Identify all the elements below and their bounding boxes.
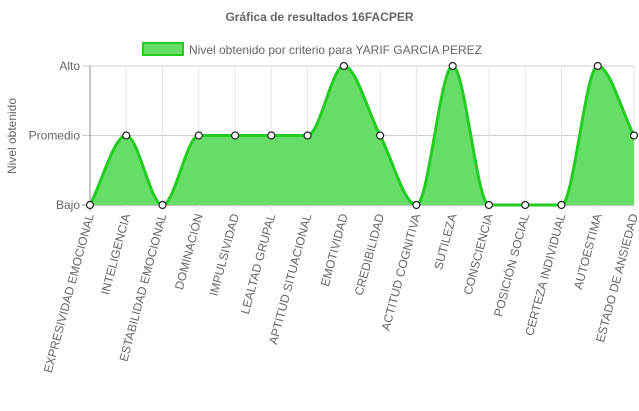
legend-swatch [142,42,184,56]
x-tick-label: DOMINACIÓN [171,212,206,291]
x-tick-label: LEALTAD GRUPAL [238,212,278,316]
x-tick-label: EMOTIVIDAD [318,212,351,288]
data-point[interactable] [412,200,421,210]
y-tick-label: Alto [59,59,80,73]
data-point[interactable] [521,200,530,210]
data-point[interactable] [448,61,457,71]
area-fill [90,66,634,205]
y-tick-labels: Bajo Promedio Alto [29,59,81,212]
x-tick-label: POSICIÓN SOCIAL [490,212,532,319]
data-point[interactable] [158,200,167,210]
y-tick-label: Bajo [56,198,80,212]
chart-title: Gráfica de resultados 16FACPER [225,10,413,24]
data-point[interactable] [376,131,385,140]
data-point[interactable] [557,200,566,210]
legend-label: Nivel obtenido por criterio para YARIF G… [189,43,482,57]
data-point[interactable] [339,61,348,71]
x-tick-label: ACTITUD COGNITIVA [379,212,424,332]
x-tick-label: INTELIGENCIA [98,212,133,296]
data-points [85,61,639,210]
x-tick-label: AUTOESTIMA [571,212,605,291]
data-point[interactable] [194,131,203,140]
data-point[interactable] [122,131,131,140]
x-tick-label: IMPULSIVIDAD [207,212,243,298]
x-tick-label: CREDIBILIDAD [352,212,387,297]
data-point[interactable] [267,131,276,140]
data-point[interactable] [484,200,494,210]
data-point[interactable] [303,131,312,140]
data-point[interactable] [593,61,602,71]
y-tick-label: Promedio [29,129,81,143]
data-point[interactable] [629,131,639,140]
x-tick-label: CONSCIENCIA [461,212,496,296]
data-point[interactable] [230,131,240,140]
x-tick-label: SUTILEZA [431,212,459,271]
legend[interactable]: Nivel obtenido por criterio para YARIF G… [142,42,482,57]
x-tick-label: CERTEZA INDIVIDUAL [522,212,568,337]
data-point[interactable] [85,200,95,210]
y-axis-label: Nivel obtenido [5,98,19,174]
x-tick-labels: EXPRESIVIDAD EMOCIONAL INTELIGENCIAESTABI… [41,212,639,375]
x-tick-label: EXPRESIVIDAD EMOCIONAL [41,212,97,374]
